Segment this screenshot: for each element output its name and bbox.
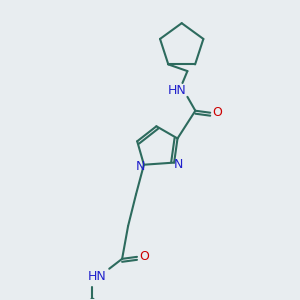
- Text: O: O: [139, 250, 149, 263]
- Text: HN: HN: [168, 84, 187, 98]
- Text: N: N: [173, 158, 183, 171]
- Text: O: O: [212, 106, 222, 119]
- Text: HN: HN: [88, 270, 107, 283]
- Text: N: N: [135, 160, 145, 173]
